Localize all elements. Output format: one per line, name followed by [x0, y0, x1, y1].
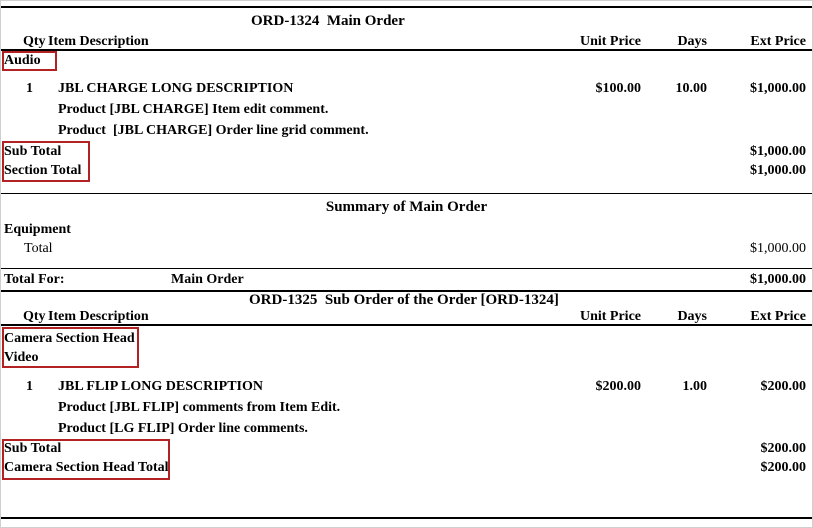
item-unit-price: $200.00: [595, 379, 642, 394]
section-name: Camera Section Head: [4, 331, 135, 346]
item-comment: Product [JBL CHARGE] Order line grid com…: [58, 123, 369, 138]
subtotal-value: $1,000.00: [750, 144, 806, 159]
subtotal-row: Sub Total $200.00: [1, 439, 812, 458]
column-header-qty: Qty: [23, 34, 46, 49]
summary-group: Equipment: [4, 222, 71, 237]
subtotal-label: Sub Total: [4, 144, 62, 159]
order2-item-comment-row: Product [LG FLIP] Order line comments.: [1, 418, 812, 439]
subtotal-row: Sub Total $1,000.00: [1, 142, 812, 161]
grand-total-label: Total For:: [4, 272, 65, 287]
column-header-description: Item Description: [48, 34, 149, 49]
section-name: Audio: [4, 53, 41, 68]
item-comment: Product [JBL FLIP] comments from Item Ed…: [58, 400, 341, 415]
highlight-box-audio: [2, 51, 57, 71]
item-qty: 1: [26, 81, 33, 96]
item-description: JBL CHARGE LONG DESCRIPTION: [58, 81, 294, 96]
item-ext-price: $1,000.00: [750, 81, 806, 96]
order1-totals-band: Sub Total $1,000.00 Section Total $1,000…: [1, 141, 812, 182]
column-header-qty: Qty: [23, 309, 46, 324]
order2-title: ORD-1325 Sub Order of the Order [ORD-132…: [249, 292, 559, 308]
column-header-days: Days: [677, 34, 707, 49]
item-comment: Product [JBL CHARGE] Item edit comment.: [58, 102, 329, 117]
summary-rule: [1, 193, 812, 194]
order1-item-comment-row: Product [JBL CHARGE] Order line grid com…: [1, 120, 812, 141]
item-comment: Product [LG FLIP] Order line comments.: [58, 421, 308, 436]
summary-title: Summary of Main Order: [325, 199, 488, 215]
item-ext-price: $200.00: [760, 379, 807, 394]
grand-total-row: Total For: Main Order $1,000.00: [1, 268, 812, 292]
top-rule: [1, 6, 812, 8]
column-header-unit-price: Unit Price: [579, 309, 641, 324]
section-total-value: $1,000.00: [750, 163, 806, 178]
order2-item-row: 1 JBL FLIP LONG DESCRIPTION $200.00 1.00…: [1, 376, 812, 397]
column-header-ext-price: Ext Price: [750, 309, 806, 324]
highlight-box-order2-totals: [2, 439, 170, 480]
item-unit-price: $100.00: [595, 81, 642, 96]
order1-title: ORD-1324 Main Order: [251, 13, 405, 29]
item-description: JBL FLIP LONG DESCRIPTION: [58, 379, 263, 394]
summary-total-row: Total $1,000.00: [1, 239, 812, 258]
bottom-rule: [1, 517, 812, 519]
section-name: Video: [4, 350, 39, 365]
column-header-unit-price: Unit Price: [579, 34, 641, 49]
order2-totals-band: Sub Total $200.00 Camera Section Head To…: [1, 439, 812, 480]
section-total-row: Section Total $1,000.00: [1, 161, 812, 180]
order1-table-header: Qty Item Description Unit Price Days Ext…: [1, 34, 812, 51]
order2-table-header: Qty Item Description Unit Price Days Ext…: [1, 309, 812, 326]
item-days: 10.00: [675, 81, 708, 96]
column-header-description: Item Description: [48, 309, 149, 324]
highlight-box-order1-totals: [2, 141, 90, 182]
subtotal-value: $200.00: [760, 441, 807, 456]
item-qty: 1: [26, 379, 33, 394]
item-days: 1.00: [682, 379, 708, 394]
section-total-label: Section Total: [4, 163, 82, 178]
summary-total-value: $1,000.00: [750, 241, 806, 256]
column-header-ext-price: Ext Price: [750, 34, 806, 49]
section-total-row: Camera Section Head Total $200.00: [1, 458, 812, 477]
order2-item-comment-row: Product [JBL FLIP] comments from Item Ed…: [1, 397, 812, 418]
section-total-value: $200.00: [760, 460, 807, 475]
order1-section-band: Audio: [1, 51, 812, 71]
summary-total-label: Total: [24, 241, 53, 256]
column-header-days: Days: [677, 309, 707, 324]
grand-total-value: $1,000.00: [750, 272, 806, 287]
subtotal-label: Sub Total: [4, 441, 62, 456]
order2-section-band: Camera Section Head Video: [1, 326, 812, 368]
order1-item-comment-row: Product [JBL CHARGE] Item edit comment.: [1, 99, 812, 120]
order1-item-row: 1 JBL CHARGE LONG DESCRIPTION $100.00 10…: [1, 78, 812, 99]
section-total-label: Camera Section Head Total: [4, 460, 169, 475]
highlight-box-order2-sections: [2, 327, 139, 368]
grand-total-order-name: Main Order: [171, 272, 244, 287]
